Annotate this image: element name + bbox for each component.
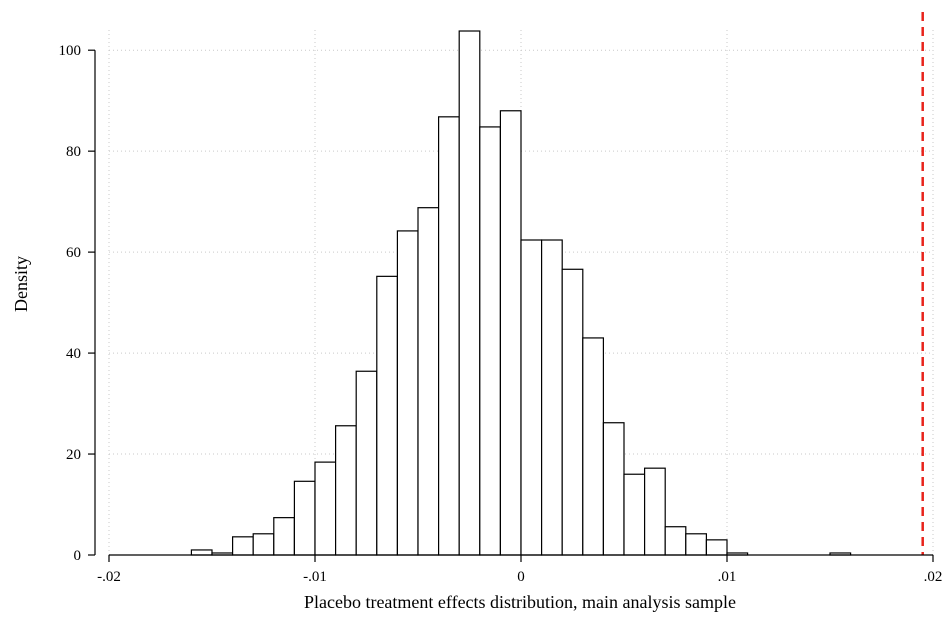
histogram-bar [706, 540, 727, 555]
histogram-bar [397, 231, 418, 555]
histogram-bar [624, 474, 645, 555]
histogram-bar [562, 269, 583, 555]
histogram-bar [315, 462, 336, 555]
histogram-bar [191, 550, 212, 555]
y-tick-label: 100 [59, 43, 82, 59]
x-tick-label: -.01 [303, 569, 327, 585]
y-tick-label: 60 [66, 245, 81, 261]
histogram-bar [418, 208, 439, 555]
histogram-bar [521, 240, 542, 555]
histogram-bar [377, 276, 398, 555]
histogram-bar [583, 338, 604, 555]
y-tick-label: 0 [74, 548, 82, 564]
y-tick-label: 80 [66, 144, 81, 160]
histogram-bar [459, 31, 480, 555]
histogram-bar [686, 534, 707, 555]
x-tick-label: -.02 [97, 569, 121, 585]
histogram-bar [233, 537, 254, 555]
histogram-bar [542, 240, 563, 555]
histogram-bar [253, 534, 274, 555]
histogram-bar [439, 117, 460, 555]
histogram-bar [336, 426, 357, 555]
x-tick-label: 0 [517, 569, 525, 585]
histogram-bar [500, 111, 521, 555]
x-axis-label: Placebo treatment effects distribution, … [304, 592, 736, 612]
histogram-bar [356, 371, 377, 555]
histogram-bar [603, 423, 624, 555]
y-tick-label: 40 [66, 346, 81, 362]
histogram-bar [480, 127, 501, 555]
histogram-bar [645, 468, 666, 555]
histogram-bar [294, 481, 315, 555]
y-axis-label: Density [11, 256, 31, 312]
histogram-bar [274, 518, 295, 555]
x-tick-label: .01 [718, 569, 737, 585]
y-tick-label: 20 [66, 447, 81, 463]
x-tick-label: .02 [924, 569, 943, 585]
histogram-bar [665, 527, 686, 555]
